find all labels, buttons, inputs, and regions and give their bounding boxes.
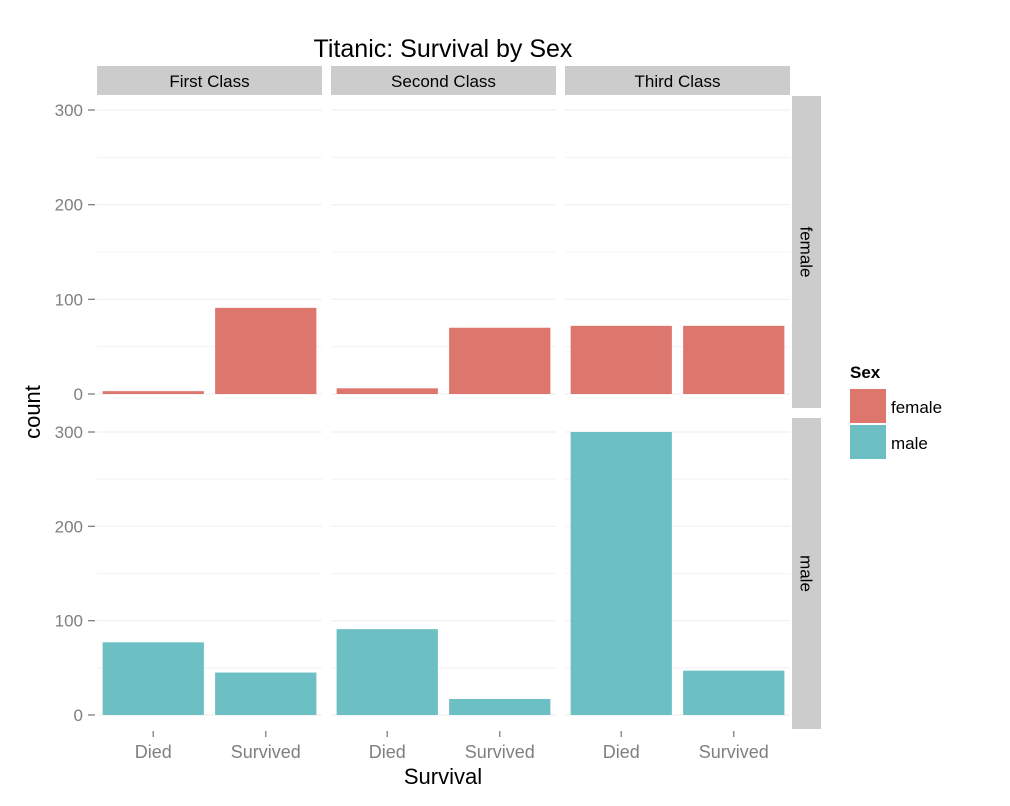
legend-swatch — [850, 425, 886, 459]
row-strip — [792, 96, 821, 408]
chart-title: Titanic: Survival by Sex — [314, 35, 573, 63]
bar — [449, 698, 551, 715]
x-tick-label: Survived — [699, 742, 769, 762]
row-strip — [792, 418, 821, 729]
x-tick-label: Survived — [231, 742, 301, 762]
legend-title: Sex — [850, 363, 881, 382]
col-strip-label: Third Class — [635, 72, 721, 91]
x-tick-label: Died — [603, 742, 640, 762]
y-tick-label: 300 — [55, 423, 83, 442]
bar — [570, 325, 672, 394]
bar — [102, 642, 204, 715]
bar — [683, 670, 785, 715]
col-strip — [97, 66, 322, 95]
y-tick-label: 200 — [55, 196, 83, 215]
bar — [215, 307, 317, 394]
col-strip-label: First Class — [169, 72, 249, 91]
y-axis-title: count — [20, 385, 45, 439]
panels-group: First Class Second Class Third Class female… — [55, 66, 821, 762]
legend: Sex female male — [850, 363, 942, 459]
bar — [336, 388, 438, 394]
bar — [570, 432, 672, 715]
x-axis-title: Survival — [404, 764, 482, 789]
y-tick-label: 100 — [55, 290, 83, 309]
y-tick-label: 0 — [74, 706, 83, 725]
y-tick-label: 100 — [55, 612, 83, 631]
bar — [449, 327, 551, 394]
x-tick-label: Died — [369, 742, 406, 762]
bar — [336, 629, 438, 715]
x-tick-label: Survived — [465, 742, 535, 762]
row-strip-label: male — [797, 555, 816, 592]
y-tick-label: 0 — [74, 385, 83, 404]
col-strip — [331, 66, 556, 95]
bar — [683, 325, 785, 394]
legend-label: female — [891, 398, 942, 417]
bar — [215, 672, 317, 715]
x-tick-label: Died — [135, 742, 172, 762]
col-strip-label: Second Class — [391, 72, 496, 91]
legend-swatch — [850, 389, 886, 423]
legend-label: male — [891, 434, 928, 453]
col-strip — [565, 66, 790, 95]
y-tick-label: 200 — [55, 517, 83, 536]
bar — [102, 391, 204, 394]
y-tick-label: 300 — [55, 101, 83, 120]
row-strip-label: female — [797, 226, 816, 277]
